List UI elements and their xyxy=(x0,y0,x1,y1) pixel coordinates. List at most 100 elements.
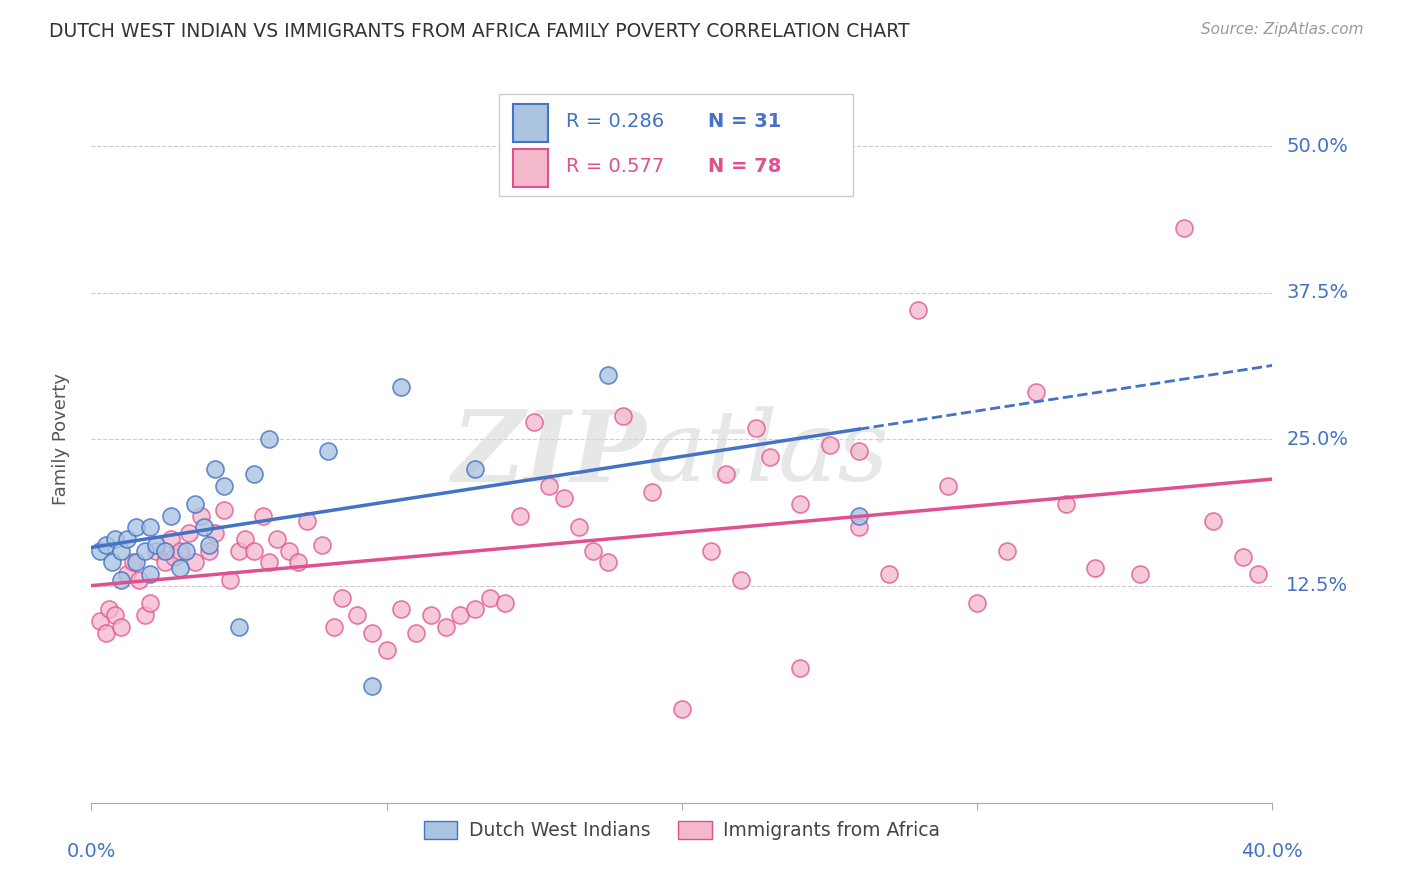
Point xyxy=(198,538,221,552)
Point xyxy=(1025,385,1047,400)
Point xyxy=(311,538,333,552)
FancyBboxPatch shape xyxy=(499,94,853,195)
Text: 37.5%: 37.5% xyxy=(1286,284,1348,302)
Point xyxy=(115,532,138,546)
Point xyxy=(877,567,900,582)
Point xyxy=(139,597,162,611)
Point xyxy=(134,543,156,558)
Point xyxy=(295,515,318,529)
Point xyxy=(995,543,1018,558)
Point xyxy=(966,597,988,611)
Point xyxy=(434,620,457,634)
Point xyxy=(537,479,560,493)
Point xyxy=(257,556,280,570)
Point xyxy=(582,543,605,558)
Bar xyxy=(513,149,548,186)
Point xyxy=(700,543,723,558)
Point xyxy=(198,543,221,558)
Text: 40.0%: 40.0% xyxy=(1241,842,1303,861)
Point xyxy=(596,368,619,382)
Point xyxy=(730,573,752,587)
Point xyxy=(1054,497,1077,511)
Point xyxy=(204,461,226,475)
Text: atlas: atlas xyxy=(647,406,889,501)
Point xyxy=(759,450,782,464)
Point xyxy=(124,556,148,570)
Point xyxy=(174,543,197,558)
Point xyxy=(419,608,441,623)
Legend: Dutch West Indians, Immigrants from Africa: Dutch West Indians, Immigrants from Afri… xyxy=(416,814,948,848)
Point xyxy=(139,567,162,582)
Point xyxy=(464,602,486,616)
Text: N = 31: N = 31 xyxy=(707,112,782,131)
Point xyxy=(101,556,124,570)
Point xyxy=(145,538,167,552)
Point xyxy=(332,591,354,605)
Point xyxy=(375,643,398,657)
Text: R = 0.577: R = 0.577 xyxy=(567,157,665,177)
Point xyxy=(257,433,280,447)
Point xyxy=(360,625,382,640)
Text: N = 78: N = 78 xyxy=(707,157,782,177)
Point xyxy=(818,438,841,452)
Point xyxy=(478,591,502,605)
Text: ZIP: ZIP xyxy=(451,406,647,502)
Point xyxy=(360,679,382,693)
Point xyxy=(160,532,183,546)
Text: Source: ZipAtlas.com: Source: ZipAtlas.com xyxy=(1201,22,1364,37)
Point xyxy=(89,543,111,558)
Text: DUTCH WEST INDIAN VS IMMIGRANTS FROM AFRICA FAMILY POVERTY CORRELATION CHART: DUTCH WEST INDIAN VS IMMIGRANTS FROM AFR… xyxy=(49,22,910,41)
Point xyxy=(641,485,664,500)
Point xyxy=(405,625,427,640)
Point xyxy=(745,420,768,434)
Point xyxy=(523,415,546,429)
Point xyxy=(907,303,929,318)
Point xyxy=(214,502,236,516)
Point xyxy=(671,702,693,716)
Text: 50.0%: 50.0% xyxy=(1286,136,1348,156)
Point xyxy=(96,538,118,552)
Point xyxy=(233,532,256,546)
Point xyxy=(110,543,132,558)
Point xyxy=(219,573,242,587)
Point xyxy=(139,520,162,534)
Point xyxy=(848,444,870,458)
Point xyxy=(177,526,200,541)
Point xyxy=(183,556,207,570)
Point xyxy=(1232,549,1254,564)
Point xyxy=(568,520,591,534)
Point xyxy=(252,508,274,523)
Point xyxy=(936,479,959,493)
Point xyxy=(714,467,737,482)
Point xyxy=(287,556,309,570)
Point xyxy=(389,379,413,393)
Point xyxy=(1247,567,1270,582)
Point xyxy=(243,543,266,558)
Point xyxy=(145,543,167,558)
Text: 12.5%: 12.5% xyxy=(1286,576,1348,595)
Point xyxy=(464,461,486,475)
Point xyxy=(494,597,516,611)
Point xyxy=(509,508,531,523)
Point xyxy=(204,526,226,541)
Point xyxy=(450,608,472,623)
Point xyxy=(193,520,215,534)
Point xyxy=(1084,561,1107,575)
Text: 0.0%: 0.0% xyxy=(66,842,117,861)
Point xyxy=(169,543,191,558)
Point xyxy=(278,543,301,558)
Point xyxy=(612,409,634,423)
Point xyxy=(228,543,250,558)
Y-axis label: Family Poverty: Family Poverty xyxy=(52,374,70,505)
Point xyxy=(322,620,344,634)
Point xyxy=(124,520,148,534)
Point xyxy=(128,573,150,587)
Point xyxy=(789,497,811,511)
Point xyxy=(110,573,132,587)
Point xyxy=(183,497,207,511)
Point xyxy=(169,561,191,575)
Point xyxy=(214,479,236,493)
Point xyxy=(153,556,177,570)
Point xyxy=(789,661,811,675)
Point xyxy=(848,520,870,534)
